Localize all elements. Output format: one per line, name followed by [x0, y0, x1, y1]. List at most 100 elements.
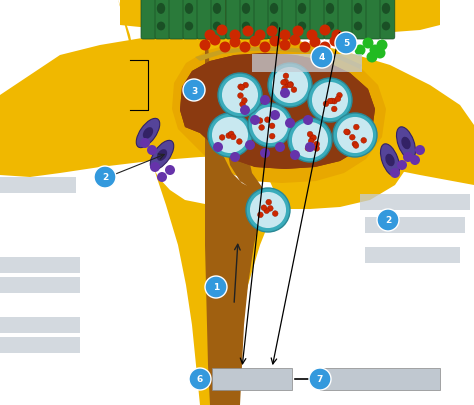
Ellipse shape — [326, 23, 334, 31]
Circle shape — [311, 47, 333, 69]
Circle shape — [312, 83, 348, 119]
Ellipse shape — [354, 23, 362, 31]
FancyBboxPatch shape — [0, 317, 80, 333]
Polygon shape — [180, 54, 375, 170]
Ellipse shape — [136, 119, 160, 148]
FancyBboxPatch shape — [240, 0, 255, 40]
Circle shape — [280, 30, 291, 41]
Circle shape — [243, 83, 248, 89]
Circle shape — [157, 173, 167, 183]
Ellipse shape — [270, 4, 278, 15]
Circle shape — [344, 130, 349, 135]
Circle shape — [250, 192, 286, 228]
Circle shape — [290, 35, 301, 47]
Ellipse shape — [298, 23, 306, 31]
Circle shape — [284, 83, 290, 89]
Ellipse shape — [381, 145, 400, 177]
Circle shape — [397, 161, 407, 171]
Circle shape — [210, 35, 220, 47]
Circle shape — [300, 43, 310, 53]
Ellipse shape — [185, 23, 193, 31]
Circle shape — [239, 43, 250, 53]
Text: 2: 2 — [385, 216, 391, 225]
Circle shape — [230, 153, 240, 162]
Circle shape — [377, 209, 399, 231]
Circle shape — [183, 80, 205, 102]
Circle shape — [307, 30, 318, 41]
Circle shape — [219, 43, 230, 53]
Ellipse shape — [242, 4, 250, 15]
Polygon shape — [0, 34, 474, 185]
Circle shape — [269, 124, 275, 129]
Polygon shape — [195, 48, 362, 70]
Circle shape — [245, 141, 255, 151]
Circle shape — [283, 80, 289, 85]
Circle shape — [238, 85, 244, 90]
Ellipse shape — [157, 23, 165, 31]
Circle shape — [366, 52, 377, 63]
Circle shape — [270, 111, 280, 121]
Ellipse shape — [143, 128, 153, 139]
Polygon shape — [172, 42, 386, 183]
Circle shape — [249, 36, 261, 47]
FancyBboxPatch shape — [226, 0, 241, 40]
FancyBboxPatch shape — [324, 0, 339, 40]
Circle shape — [285, 119, 295, 129]
FancyBboxPatch shape — [296, 0, 311, 40]
Circle shape — [361, 138, 366, 144]
Circle shape — [339, 40, 350, 51]
Ellipse shape — [213, 4, 221, 15]
Circle shape — [337, 118, 373, 153]
Circle shape — [310, 136, 316, 141]
FancyBboxPatch shape — [0, 337, 80, 353]
Circle shape — [305, 143, 315, 153]
Text: 2: 2 — [102, 173, 108, 182]
Text: 6: 6 — [197, 375, 203, 384]
FancyBboxPatch shape — [338, 0, 353, 40]
FancyBboxPatch shape — [366, 0, 381, 40]
Circle shape — [303, 116, 313, 126]
Circle shape — [147, 146, 157, 156]
FancyBboxPatch shape — [211, 0, 226, 40]
Circle shape — [292, 26, 303, 37]
FancyBboxPatch shape — [268, 0, 283, 40]
Circle shape — [319, 43, 330, 53]
Circle shape — [319, 26, 330, 36]
Circle shape — [230, 135, 236, 141]
Circle shape — [217, 26, 228, 36]
Circle shape — [218, 74, 262, 118]
Circle shape — [283, 74, 289, 79]
FancyBboxPatch shape — [310, 0, 325, 40]
Ellipse shape — [157, 4, 165, 15]
Circle shape — [333, 114, 377, 158]
Circle shape — [228, 132, 234, 137]
Circle shape — [200, 40, 210, 51]
Circle shape — [292, 123, 328, 159]
Circle shape — [281, 80, 286, 86]
Circle shape — [376, 40, 388, 51]
Circle shape — [403, 153, 413, 162]
Circle shape — [248, 104, 292, 148]
Circle shape — [205, 276, 227, 298]
Circle shape — [237, 139, 242, 145]
FancyBboxPatch shape — [365, 247, 460, 263]
FancyBboxPatch shape — [197, 0, 212, 40]
Circle shape — [246, 189, 290, 232]
Polygon shape — [180, 54, 375, 170]
Circle shape — [237, 94, 243, 99]
Circle shape — [226, 133, 232, 139]
Circle shape — [240, 102, 246, 108]
FancyBboxPatch shape — [254, 0, 269, 40]
Text: 5: 5 — [343, 39, 349, 48]
Circle shape — [259, 43, 271, 53]
Circle shape — [355, 45, 365, 56]
Circle shape — [140, 139, 150, 149]
Ellipse shape — [385, 154, 395, 167]
Circle shape — [331, 107, 337, 113]
Circle shape — [280, 40, 291, 51]
FancyBboxPatch shape — [252, 55, 362, 73]
FancyBboxPatch shape — [360, 194, 470, 211]
Ellipse shape — [157, 150, 167, 162]
Circle shape — [204, 30, 216, 41]
Circle shape — [165, 166, 175, 175]
